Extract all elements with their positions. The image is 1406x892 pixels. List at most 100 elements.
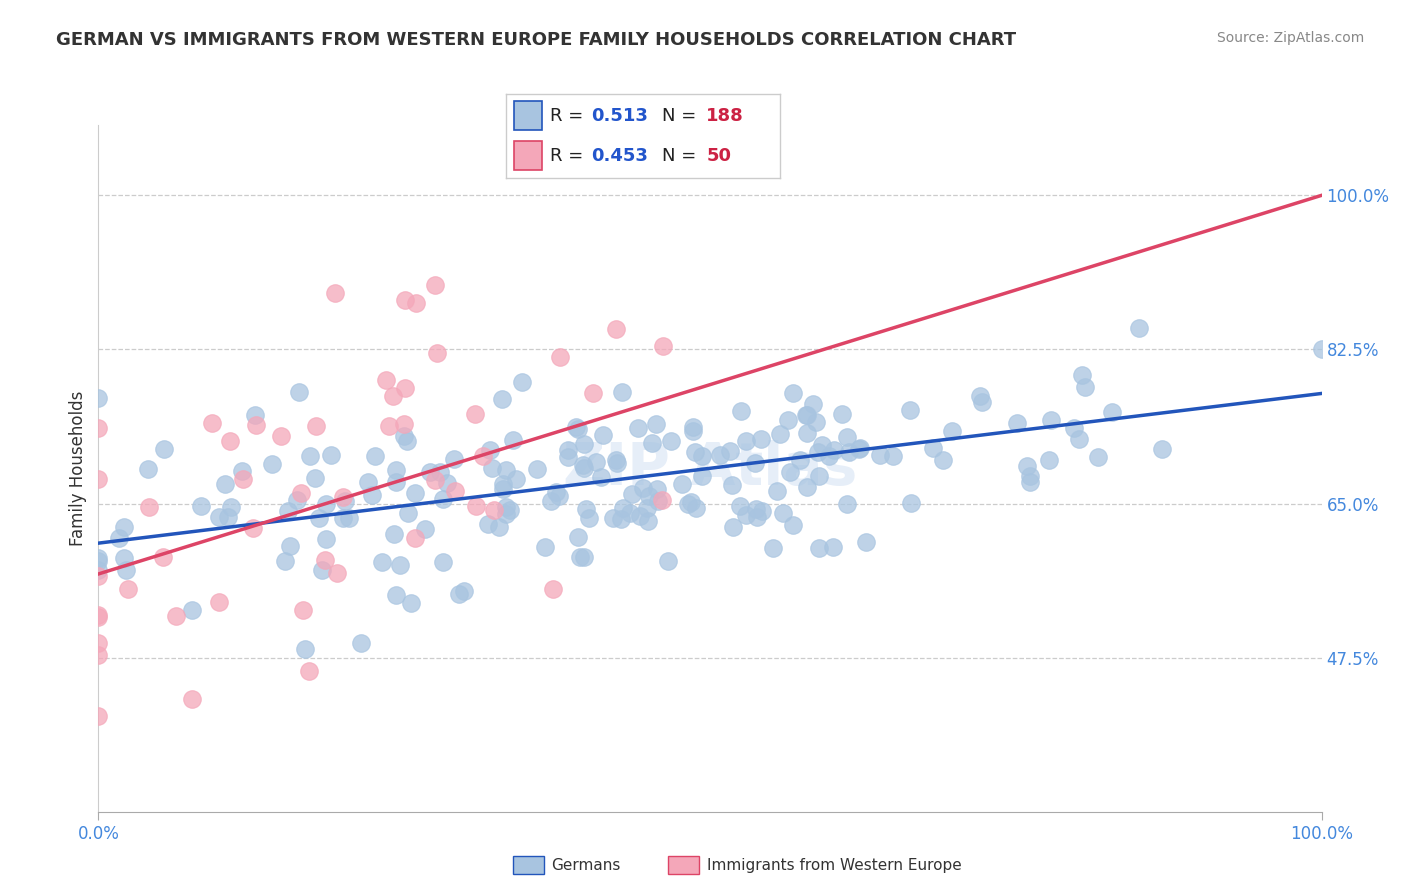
Point [278, 539, 301, 553]
Point [404, 485, 426, 500]
Point [610, 384, 633, 399]
Point [87, 636, 110, 650]
Point [772, 506, 794, 520]
Point [382, 527, 405, 541]
Point [1040, 412, 1063, 426]
Point [807, 541, 830, 555]
Point [425, 473, 447, 487]
Point [789, 453, 811, 467]
Point [392, 417, 415, 432]
Point [567, 530, 589, 544]
Text: 0.513: 0.513 [591, 107, 648, 125]
Point [681, 495, 703, 509]
Text: 50: 50 [706, 147, 731, 165]
Point [855, 535, 877, 549]
Point [87, 472, 110, 486]
Point [778, 412, 800, 426]
Point [932, 453, 955, 467]
Point [138, 500, 160, 514]
Point [766, 483, 789, 498]
Point [751, 504, 773, 518]
Point [1310, 342, 1333, 356]
Point [262, 457, 284, 471]
Point [87, 563, 110, 577]
Point [181, 692, 204, 706]
Point [849, 442, 872, 456]
Point [1005, 416, 1028, 430]
Point [676, 497, 699, 511]
Point [1150, 442, 1173, 457]
Point [585, 455, 607, 469]
Point [610, 512, 633, 526]
Point [651, 493, 673, 508]
Point [112, 519, 135, 533]
Point [796, 408, 818, 422]
Point [364, 449, 387, 463]
Point [534, 540, 557, 554]
Point [541, 582, 564, 596]
Point [505, 472, 527, 486]
Point [823, 541, 845, 555]
Point [578, 511, 600, 525]
Point [87, 648, 110, 662]
Text: Source: ZipAtlas.com: Source: ZipAtlas.com [1216, 31, 1364, 45]
Point [153, 442, 176, 456]
Point [768, 426, 790, 441]
Point [115, 564, 138, 578]
Point [333, 494, 356, 508]
Point [637, 514, 659, 528]
Point [314, 553, 336, 567]
Point [709, 448, 731, 462]
Point [565, 420, 588, 434]
Point [796, 426, 818, 441]
Point [208, 509, 231, 524]
Point [231, 464, 253, 478]
Point [477, 517, 499, 532]
Point [838, 444, 860, 458]
Text: N =: N = [662, 147, 703, 165]
Point [730, 403, 752, 417]
Point [972, 395, 994, 409]
Point [831, 407, 853, 421]
Point [782, 518, 804, 533]
Point [321, 448, 343, 462]
Point [567, 422, 589, 436]
Point [745, 501, 768, 516]
Point [384, 463, 406, 477]
Point [87, 551, 110, 566]
Point [721, 520, 744, 534]
Point [569, 549, 592, 564]
Point [1018, 475, 1040, 490]
Point [396, 434, 419, 449]
Point [572, 461, 595, 475]
Point [479, 442, 502, 457]
Point [837, 497, 859, 511]
Point [471, 449, 494, 463]
Point [628, 509, 651, 524]
Point [869, 449, 891, 463]
Point [572, 549, 595, 564]
Text: 188: 188 [706, 107, 744, 125]
Point [332, 490, 354, 504]
Point [392, 428, 415, 442]
Point [201, 416, 224, 430]
Text: R =: R = [550, 147, 589, 165]
Point [299, 449, 322, 463]
Point [619, 506, 641, 520]
Point [315, 497, 337, 511]
Point [540, 494, 562, 508]
Point [332, 510, 354, 524]
Point [245, 408, 267, 422]
Point [627, 421, 650, 435]
Point [808, 469, 831, 483]
Point [647, 493, 669, 508]
Point [796, 480, 818, 494]
Point [378, 419, 401, 434]
Point [735, 434, 758, 449]
Point [447, 587, 470, 601]
Point [1063, 421, 1085, 435]
Point [801, 397, 824, 411]
Point [782, 385, 804, 400]
Point [382, 389, 405, 403]
Point [465, 499, 488, 513]
